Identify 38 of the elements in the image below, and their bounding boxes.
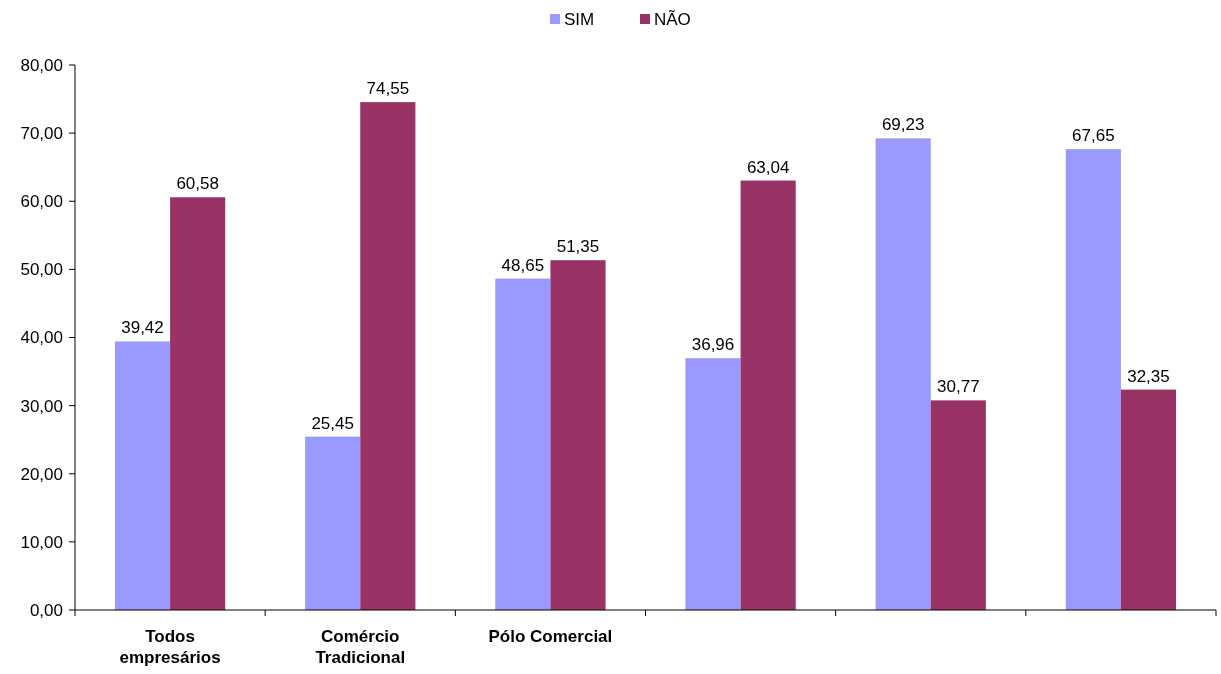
y-tick-label: 40,00 <box>20 328 63 348</box>
data-label: 25,45 <box>311 413 354 433</box>
x-tick-label: Comércio Tradicional <box>315 627 406 667</box>
bar <box>114 341 171 610</box>
bar <box>1065 149 1121 610</box>
y-tick-label: 50,00 <box>20 260 63 280</box>
data-label: 48,65 <box>501 255 545 275</box>
y-tick-label: 80,00 <box>20 55 63 75</box>
data-label: 67,65 <box>1072 126 1115 146</box>
data-label: 74,55 <box>366 79 410 99</box>
data-label: 63,04 <box>746 157 790 177</box>
bar <box>170 197 226 610</box>
data-label: 30,77 <box>937 377 980 397</box>
y-tick-label: 60,00 <box>20 192 63 212</box>
data-label: 39,42 <box>121 318 164 338</box>
bar <box>360 102 416 610</box>
y-tick-label: 70,00 <box>20 124 63 144</box>
data-label: 69,23 <box>881 115 925 135</box>
data-label: 60,58 <box>176 174 219 194</box>
y-tick-label: 20,00 <box>20 464 63 484</box>
data-label: 36,96 <box>691 335 735 355</box>
y-tick-label: 30,00 <box>20 396 63 416</box>
bar <box>875 138 931 610</box>
bar <box>550 260 606 610</box>
x-tick-label: Pólo Comercial <box>488 627 613 646</box>
x-tick-label: Todos empresários <box>119 627 221 667</box>
bar <box>685 358 741 610</box>
legend-label: NÃO <box>654 9 691 29</box>
bar <box>495 278 551 610</box>
data-label: 32,35 <box>1127 366 1170 386</box>
bar <box>305 436 361 610</box>
bar <box>930 400 986 610</box>
bar <box>740 180 796 610</box>
bar <box>1120 389 1177 610</box>
data-label: 51,35 <box>556 237 600 257</box>
legend-label: SIM <box>564 9 595 29</box>
y-tick-label: 10,00 <box>20 532 63 552</box>
y-tick-label: 0,00 <box>29 600 63 620</box>
